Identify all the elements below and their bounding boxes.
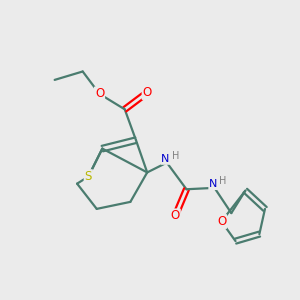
- Text: O: O: [95, 87, 104, 101]
- Text: N: N: [161, 154, 170, 164]
- Text: O: O: [171, 209, 180, 222]
- Text: O: O: [217, 215, 226, 228]
- Text: H: H: [219, 176, 226, 186]
- Text: H: H: [172, 151, 179, 160]
- Text: O: O: [142, 86, 152, 99]
- Text: N: N: [209, 179, 217, 190]
- Text: S: S: [85, 170, 92, 183]
